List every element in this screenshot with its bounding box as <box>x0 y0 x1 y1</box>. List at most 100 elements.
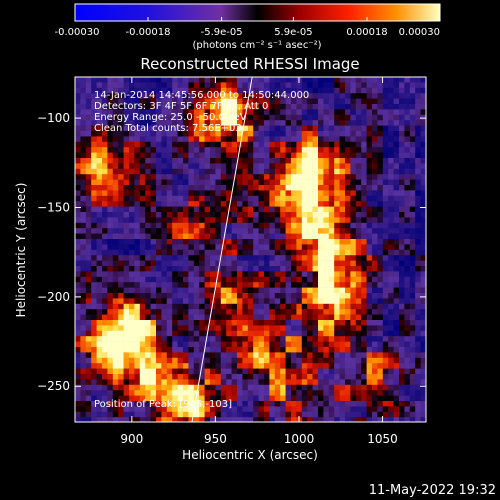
heatmap-cell <box>107 352 114 359</box>
heatmap-cell <box>210 347 216 353</box>
heatmap-cell <box>372 131 378 137</box>
heatmap-cell <box>328 158 335 164</box>
heatmap-cell <box>123 266 130 272</box>
heatmap-cell <box>134 212 141 218</box>
heatmap-cell <box>242 195 249 202</box>
heatmap-cell <box>188 255 195 261</box>
heatmap-cell <box>242 185 249 191</box>
heatmap-cell <box>85 411 92 418</box>
heatmap-cell <box>220 282 227 288</box>
heatmap-cell <box>107 411 114 418</box>
heatmap-cell <box>382 82 389 89</box>
heatmap-cell <box>350 212 357 218</box>
heatmap-cell <box>210 384 216 391</box>
heatmap-cell <box>85 93 92 99</box>
heatmap-cell <box>296 363 303 369</box>
heatmap-cell <box>345 406 351 413</box>
heatmap-cell <box>80 303 87 310</box>
heatmap-cell <box>404 217 411 224</box>
heatmap-cell <box>382 212 389 218</box>
heatmap-cell <box>215 87 222 94</box>
heatmap-cell <box>312 271 319 278</box>
heatmap-cell <box>269 104 276 110</box>
heatmap-cell <box>156 163 162 170</box>
heatmap-cell <box>96 206 103 213</box>
heatmap-cell <box>328 82 335 89</box>
heatmap-cell <box>274 98 281 105</box>
heatmap-cell <box>150 152 157 159</box>
heatmap-cell <box>91 401 97 407</box>
heatmap-cell <box>150 212 157 218</box>
heatmap-cell <box>150 109 157 116</box>
heatmap-cell <box>156 185 162 191</box>
heatmap-cell <box>156 239 162 245</box>
heatmap-cell <box>85 222 92 229</box>
heatmap-cell <box>339 233 346 240</box>
heatmap-cell <box>188 87 195 94</box>
annotation-time: 14-Jan-2014 14:45:56.000 to 14:50:44.000 <box>94 90 309 101</box>
heatmap-cell <box>415 282 421 288</box>
heatmap-cell <box>258 249 265 256</box>
heatmap-cell <box>91 93 97 99</box>
heatmap-cell <box>156 217 162 224</box>
heatmap-cell <box>253 298 259 305</box>
heatmap-cell <box>139 357 146 364</box>
heatmap-cell <box>409 244 416 251</box>
heatmap-cell <box>145 147 151 153</box>
heatmap-cell <box>307 93 313 99</box>
heatmap-cell <box>112 244 119 251</box>
heatmap-cell <box>96 293 103 299</box>
heatmap-cell <box>274 293 281 299</box>
heatmap-cell <box>274 190 281 197</box>
heatmap-cell <box>388 384 394 391</box>
heatmap-cell <box>220 163 227 170</box>
heatmap-cell <box>188 314 195 321</box>
heatmap-cell <box>296 390 303 396</box>
heatmap-cell <box>134 309 141 315</box>
heatmap-cell <box>177 77 184 83</box>
heatmap-cell <box>139 179 146 186</box>
heatmap-cell <box>231 374 238 380</box>
heatmap-cell <box>134 244 141 251</box>
heatmap-cell <box>312 174 319 180</box>
heatmap-cell <box>75 98 81 105</box>
heatmap-cell <box>382 325 389 332</box>
heatmap-cell <box>215 217 222 224</box>
heatmap-cell <box>334 206 340 213</box>
heatmap-cell <box>345 384 351 391</box>
heatmap-cell <box>150 93 157 99</box>
heatmap-cell <box>91 163 97 170</box>
heatmap-cell <box>80 179 87 186</box>
heatmap-cell <box>161 222 168 229</box>
heatmap-cell <box>177 201 184 207</box>
heatmap-cell <box>399 320 405 326</box>
heatmap-cell <box>361 260 367 267</box>
heatmap-cell <box>75 314 81 321</box>
heatmap-cell <box>112 93 119 99</box>
heatmap-cell <box>80 185 87 191</box>
heatmap-cell <box>420 217 426 224</box>
heatmap-cell <box>188 114 195 121</box>
heatmap-cell <box>258 185 265 191</box>
heatmap-cell <box>404 320 411 326</box>
heatmap-cell <box>318 109 324 116</box>
heatmap-cell <box>415 190 421 197</box>
heatmap-cell <box>177 336 184 342</box>
heatmap-cell <box>328 352 335 359</box>
heatmap-cell <box>166 195 173 202</box>
heatmap-cell <box>420 276 426 283</box>
heatmap-cell <box>307 244 313 251</box>
heatmap-cell <box>80 314 87 321</box>
heatmap-cell <box>355 104 362 110</box>
heatmap-cell <box>247 303 254 310</box>
heatmap-cell <box>361 120 367 126</box>
heatmap-cell <box>102 260 108 267</box>
heatmap-cell <box>172 368 178 375</box>
heatmap-cell <box>118 395 124 402</box>
heatmap-cell <box>274 136 281 143</box>
heatmap-cell <box>166 168 173 175</box>
heatmap-cell <box>237 282 243 288</box>
heatmap-cell <box>301 347 308 353</box>
heatmap-cell <box>129 341 135 348</box>
heatmap-cell <box>129 293 135 299</box>
